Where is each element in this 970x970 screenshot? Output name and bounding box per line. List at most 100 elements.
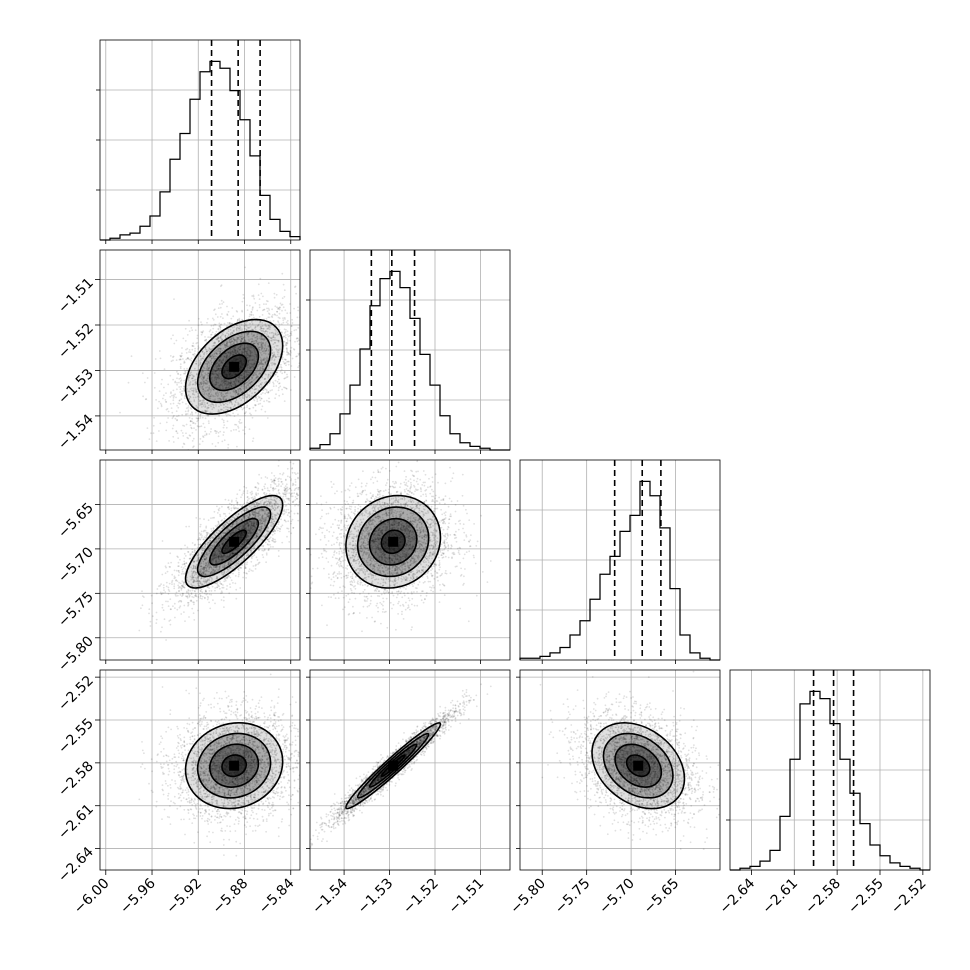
scatter-point xyxy=(219,399,222,402)
scatter-point xyxy=(172,378,175,381)
scatter-point xyxy=(291,357,294,360)
scatter-point xyxy=(168,565,171,568)
scatter-point xyxy=(203,399,205,402)
scatter-point xyxy=(290,346,293,349)
scatter-point xyxy=(261,370,263,373)
scatter-point xyxy=(225,398,227,401)
scatter-point xyxy=(224,373,226,376)
scatter-point xyxy=(202,530,205,533)
scatter-point xyxy=(217,431,220,434)
scatter-point xyxy=(223,577,226,580)
scatter-point xyxy=(195,517,198,519)
histogram-step xyxy=(519,480,720,661)
scatter-point xyxy=(168,620,171,622)
scatter-point xyxy=(167,605,170,607)
scatter-point xyxy=(254,568,257,570)
scatter-point xyxy=(217,368,220,371)
scatter-point xyxy=(240,421,243,424)
scatter-point xyxy=(219,397,221,400)
scatter-point xyxy=(229,350,232,353)
scatter-point xyxy=(189,351,192,354)
scatter-point xyxy=(187,358,190,360)
scatter-point xyxy=(290,325,293,328)
scatter-point xyxy=(286,360,288,363)
scatter-point xyxy=(214,333,217,335)
scatter-point xyxy=(258,341,260,344)
scatter-point xyxy=(189,372,192,375)
scatter-point xyxy=(186,334,189,336)
scatter-point xyxy=(162,586,165,589)
scatter-point xyxy=(232,429,235,431)
scatter-point xyxy=(215,378,218,381)
scatter-point xyxy=(226,383,229,386)
scatter-point xyxy=(221,418,224,421)
scatter-point xyxy=(205,350,208,353)
scatter-point xyxy=(238,375,241,377)
scatter-point xyxy=(247,361,250,363)
scatter-point xyxy=(238,377,241,379)
scatter-point xyxy=(289,334,291,337)
scatter-point xyxy=(202,370,205,373)
scatter-point xyxy=(267,353,270,356)
scatter-point xyxy=(186,347,189,350)
scatter-point xyxy=(306,511,308,513)
scatter-point xyxy=(278,483,280,486)
scatter-point xyxy=(285,347,288,350)
scatter-point xyxy=(191,413,194,416)
scatter-point xyxy=(245,385,248,388)
scatter-point xyxy=(234,377,237,380)
scatter-point xyxy=(242,576,245,579)
scatter-point xyxy=(281,483,284,485)
scatter-point xyxy=(209,329,212,331)
scatter-point xyxy=(260,344,263,346)
scatter-point xyxy=(237,425,239,428)
scatter-point xyxy=(221,338,224,341)
scatter-point xyxy=(224,380,226,383)
scatter-point xyxy=(153,386,156,389)
scatter-point xyxy=(240,361,242,363)
scatter-point xyxy=(217,441,220,444)
scatter-point xyxy=(178,399,181,402)
scatter-point xyxy=(243,406,246,409)
scatter-point xyxy=(210,403,213,406)
scatter-point xyxy=(258,304,261,306)
scatter-point xyxy=(237,380,240,383)
scatter-point xyxy=(251,377,254,380)
scatter-point xyxy=(232,380,235,383)
scatter-point xyxy=(206,368,209,370)
scatter-point xyxy=(248,315,251,318)
scatter-point xyxy=(212,324,215,327)
scatter-point xyxy=(217,520,220,523)
scatter-point xyxy=(207,407,210,409)
scatter-point xyxy=(280,368,283,371)
scatter-point xyxy=(295,355,297,358)
scatter-point xyxy=(257,323,260,326)
scatter-point xyxy=(245,352,248,355)
scatter-point xyxy=(165,600,167,603)
scatter-point xyxy=(274,397,276,400)
scatter-point xyxy=(220,375,222,378)
scatter-point xyxy=(229,333,232,335)
scatter-point xyxy=(192,353,195,356)
scatter-point xyxy=(261,367,264,370)
scatter-point xyxy=(210,389,213,392)
scatter-point xyxy=(287,335,290,338)
scatter-point xyxy=(173,414,175,417)
scatter-point xyxy=(206,380,209,382)
scatter-point xyxy=(219,359,222,362)
scatter-point xyxy=(254,388,257,391)
scatter-point xyxy=(178,386,181,388)
scatter-point xyxy=(226,354,229,356)
scatter-point xyxy=(283,371,286,374)
scatter-point xyxy=(240,361,243,364)
scatter-point xyxy=(185,413,188,415)
scatter-point xyxy=(293,512,296,515)
scatter-point xyxy=(261,362,264,365)
scatter-point xyxy=(236,358,238,360)
scatter-point xyxy=(172,424,175,427)
scatter-point xyxy=(202,399,205,402)
scatter-point xyxy=(251,392,254,395)
scatter-point xyxy=(177,372,179,375)
scatter-point xyxy=(199,414,202,417)
scatter-point xyxy=(230,338,233,341)
